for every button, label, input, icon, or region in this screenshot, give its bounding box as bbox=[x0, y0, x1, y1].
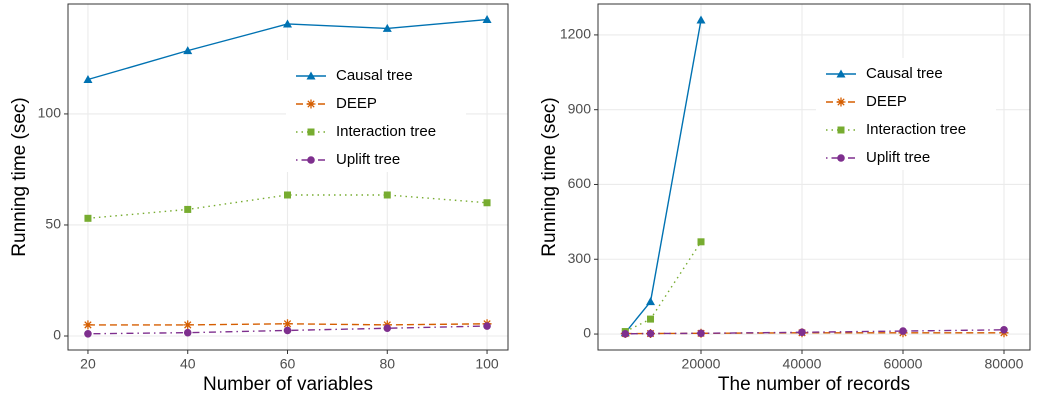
x-tick-label: 40 bbox=[180, 356, 196, 372]
marker bbox=[183, 328, 192, 337]
marker bbox=[283, 326, 292, 335]
y-tick-label: 0 bbox=[583, 325, 591, 341]
marker bbox=[184, 205, 192, 213]
marker bbox=[306, 99, 316, 109]
y-axis-title: Running time (sec) bbox=[539, 97, 560, 256]
marker bbox=[84, 214, 92, 222]
panel-border bbox=[67, 3, 509, 351]
marker bbox=[621, 329, 630, 338]
marker bbox=[646, 329, 655, 338]
y-tick-label: 300 bbox=[568, 250, 592, 266]
series-line bbox=[87, 194, 488, 220]
legend-box bbox=[286, 60, 466, 172]
x-tick-label: 40000 bbox=[783, 356, 822, 372]
x-axis-title: Number of variables bbox=[203, 374, 373, 395]
marker bbox=[483, 322, 491, 330]
x-tick-label: 20000 bbox=[682, 356, 721, 372]
legend-label: Uplift tree bbox=[866, 149, 930, 166]
marker bbox=[646, 297, 656, 306]
legend-label: Causal tree bbox=[866, 65, 943, 82]
marker bbox=[284, 191, 292, 199]
x-axis-title: The number of records bbox=[718, 374, 910, 395]
x-tick-label: 60 bbox=[280, 356, 296, 372]
marker bbox=[183, 320, 193, 330]
y-tick-label: 900 bbox=[568, 100, 592, 116]
marker bbox=[83, 320, 93, 330]
marker bbox=[307, 156, 315, 164]
marker bbox=[647, 315, 655, 323]
legend-label: DEEP bbox=[336, 95, 377, 112]
marker bbox=[183, 46, 193, 55]
x-tick-label: 80 bbox=[379, 356, 395, 372]
legend-label: Causal tree bbox=[336, 67, 413, 84]
legend-label: Interaction tree bbox=[336, 123, 436, 140]
marker bbox=[283, 19, 293, 28]
x-tick-label: 60000 bbox=[884, 356, 923, 372]
marker bbox=[383, 191, 391, 199]
marker bbox=[837, 154, 845, 162]
x-tick-label: 20 bbox=[80, 356, 96, 372]
marker bbox=[283, 319, 293, 329]
marker bbox=[483, 199, 491, 207]
y-tick-label: 100 bbox=[38, 105, 62, 121]
marker bbox=[482, 15, 492, 24]
series-line bbox=[625, 329, 1004, 335]
plot-area bbox=[620, 15, 1009, 339]
x-tick-label: 80000 bbox=[985, 356, 1024, 372]
y-tick-label: 50 bbox=[45, 216, 61, 232]
marker bbox=[382, 23, 392, 32]
x-tick-label: 100 bbox=[475, 356, 499, 372]
marker bbox=[83, 75, 93, 84]
marker bbox=[1000, 326, 1008, 334]
marker bbox=[306, 71, 316, 80]
marker bbox=[383, 324, 392, 333]
marker bbox=[697, 329, 705, 338]
y-tick-label: 0 bbox=[53, 327, 61, 343]
marker bbox=[307, 128, 315, 136]
legend-label: Interaction tree bbox=[866, 121, 966, 138]
marker bbox=[836, 97, 846, 107]
y-tick-label: 600 bbox=[568, 175, 592, 191]
marker bbox=[84, 329, 92, 338]
plot-area bbox=[83, 15, 492, 338]
marker bbox=[837, 126, 845, 134]
y-axis-title: Running time (sec) bbox=[9, 97, 30, 256]
series-line bbox=[87, 325, 488, 335]
y-tick-label: 1200 bbox=[560, 26, 591, 42]
legend-label: Uplift tree bbox=[336, 151, 400, 168]
legend-label: DEEP bbox=[866, 93, 907, 110]
marker bbox=[798, 328, 806, 337]
panel-border bbox=[597, 3, 1031, 351]
marker bbox=[899, 327, 907, 335]
marker bbox=[697, 238, 705, 246]
marker bbox=[696, 15, 706, 24]
legend-box bbox=[816, 58, 996, 170]
series-line bbox=[624, 19, 702, 334]
marker bbox=[836, 69, 846, 78]
